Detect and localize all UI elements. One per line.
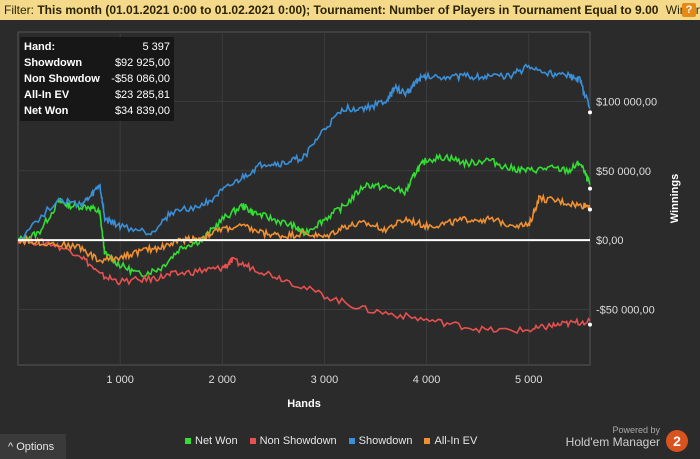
series-endpoint bbox=[588, 110, 592, 115]
stat-row-non-showdown: Non Showdown -$58 086,00 bbox=[24, 71, 170, 87]
series-line-showdown bbox=[17, 63, 591, 243]
y-tick-label: $0,00 bbox=[596, 235, 624, 247]
x-tick-label: 3 000 bbox=[311, 374, 339, 386]
legend-label: All-In EV bbox=[434, 435, 478, 447]
chart-legend: Net Won Non Showdown Showdown All-In EV bbox=[185, 433, 477, 449]
stat-label: All-In EV bbox=[24, 89, 70, 101]
legend-label: Non Showdown bbox=[259, 435, 337, 447]
series-endpoint bbox=[588, 322, 592, 327]
series-line-non-showdown bbox=[17, 236, 591, 335]
brand-logo: Powered by Hold'em Manager bbox=[566, 425, 660, 449]
filter-bar: Filter: This month (01.01.2021 0:00 to 0… bbox=[0, 0, 700, 20]
stat-row-showdown: Showdown $92 925,00 bbox=[24, 55, 170, 71]
stat-row-allin-ev: All-In EV $23 285,81 bbox=[24, 87, 170, 103]
stat-label: Non Showdown bbox=[24, 73, 100, 85]
x-axis-title: Hands bbox=[287, 398, 321, 410]
stat-label: Hand: bbox=[24, 41, 56, 53]
filter-text: This month (01.01.2021 0:00 to 01.02.202… bbox=[37, 3, 659, 17]
brand-name: Hold'em Manager bbox=[565, 435, 660, 449]
y-tick-label: -$50 000,00 bbox=[596, 305, 655, 317]
legend-item-non-showdown[interactable]: Non Showdown bbox=[249, 435, 337, 447]
help-icon[interactable]: ? bbox=[682, 3, 696, 17]
legend-item-net-won[interactable]: Net Won bbox=[185, 435, 238, 447]
legend-label: Net Won bbox=[195, 435, 238, 447]
y-axis-title: Winnings bbox=[669, 174, 681, 223]
stats-panel: Hand: 5 397 Showdown $92 925,00 Non Showdo… bbox=[20, 37, 174, 121]
stat-label: Net Won bbox=[24, 105, 69, 117]
hm2-logo-icon: 2 bbox=[666, 430, 688, 452]
legend-label: Showdown bbox=[358, 435, 413, 447]
legend-swatch bbox=[249, 438, 256, 444]
filter-label: Filter: bbox=[4, 3, 34, 17]
legend-item-allin-ev[interactable]: All-In EV bbox=[424, 435, 477, 447]
y-tick-label: $50 000,00 bbox=[596, 166, 651, 178]
x-tick-label: 2 000 bbox=[209, 374, 237, 386]
stat-row-hands: Hand: 5 397 bbox=[24, 39, 170, 55]
stat-value: $92 925,00 bbox=[114, 57, 170, 69]
series-line-net-won bbox=[17, 152, 591, 278]
legend-swatch bbox=[424, 438, 431, 444]
series-endpoint bbox=[588, 207, 592, 212]
options-button[interactable]: ^ Options bbox=[0, 434, 66, 459]
stat-value: -$58 086,00 bbox=[111, 73, 170, 85]
stat-value: $34 839,00 bbox=[114, 105, 170, 117]
legend-item-showdown[interactable]: Showdown bbox=[348, 435, 413, 447]
brand-powered-by: Powered by bbox=[612, 425, 660, 435]
stat-row-net-won: Net Won $34 839,00 bbox=[24, 103, 170, 119]
y-tick-label: $100 000,00 bbox=[596, 96, 657, 108]
stat-value: 5 397 bbox=[142, 41, 170, 53]
legend-swatch bbox=[185, 438, 191, 444]
legend-swatch bbox=[348, 438, 355, 444]
series-endpoint bbox=[588, 186, 592, 191]
x-tick-label: 4 000 bbox=[413, 374, 441, 386]
series-line-all-in-ev bbox=[17, 193, 591, 265]
stat-value: $23 285,81 bbox=[114, 89, 170, 101]
stat-label: Showdown bbox=[24, 57, 83, 69]
x-tick-label: 5 000 bbox=[515, 374, 543, 386]
x-tick-label: 1 000 bbox=[106, 374, 134, 386]
